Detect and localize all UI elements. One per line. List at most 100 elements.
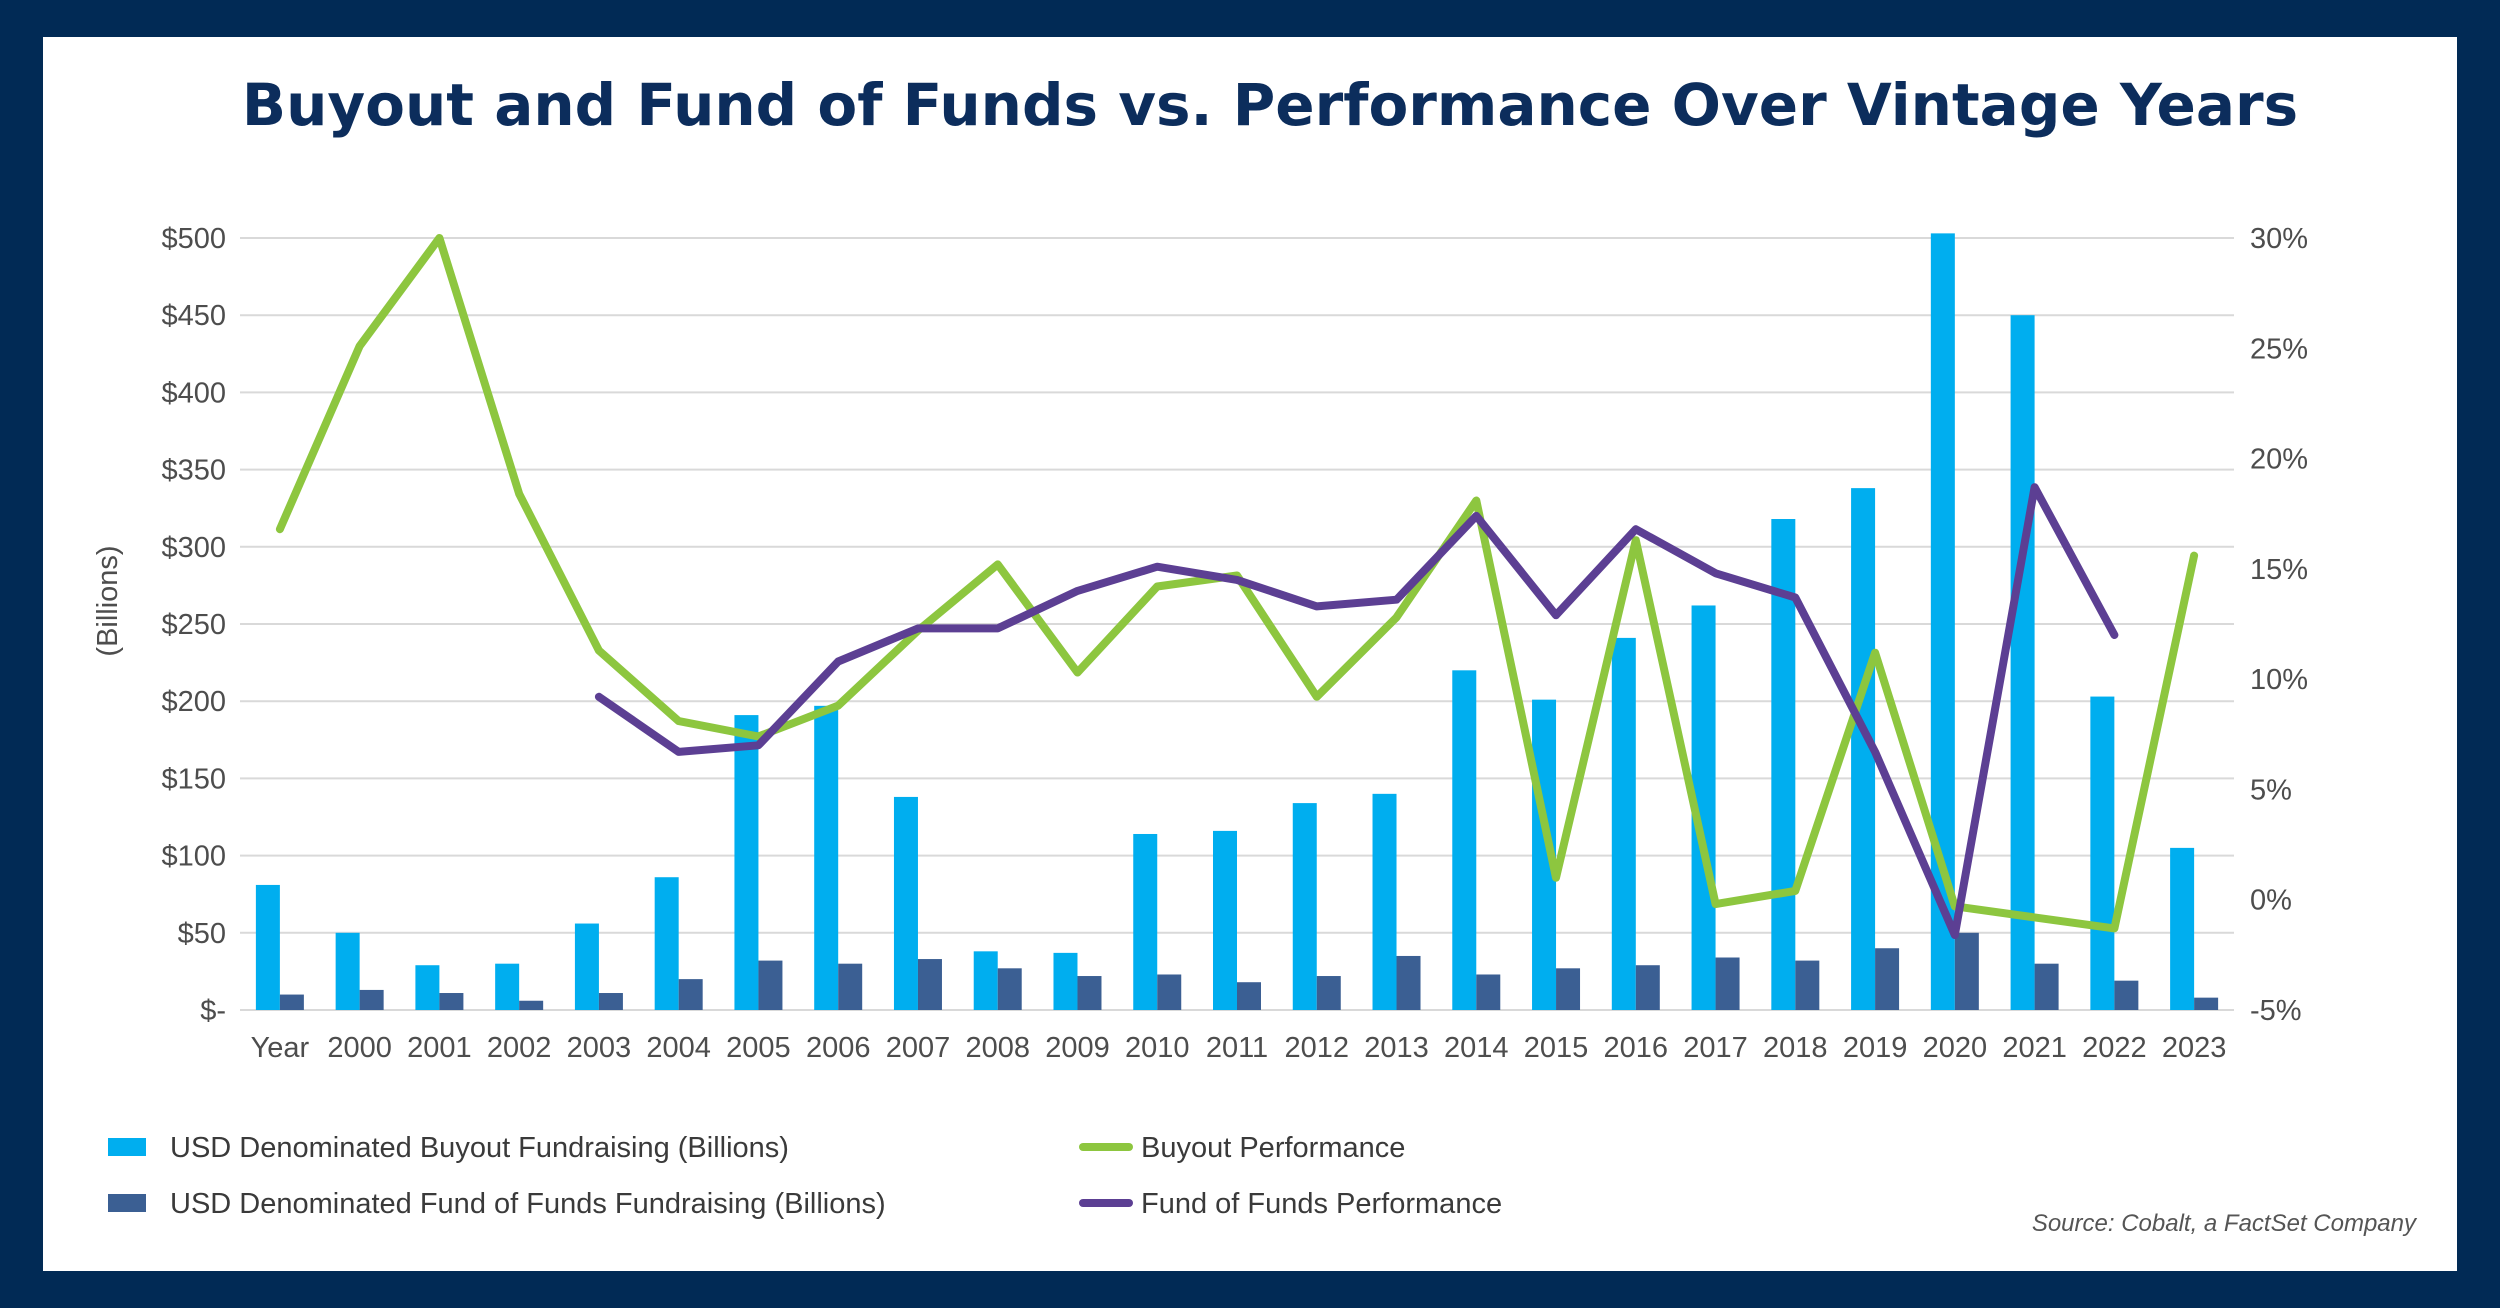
buyout-fundraising-bar — [814, 705, 839, 1010]
x-tick-label: 2003 — [567, 1032, 632, 1064]
fof-fundraising-bar — [1715, 957, 1740, 1010]
y-axis-label: (Billions) — [92, 545, 124, 656]
buyout-fundraising-bar — [2090, 696, 2115, 1010]
y-tick-label: $350 — [161, 455, 226, 487]
y-tick-label: $300 — [161, 532, 226, 564]
y2-tick-label: 0% — [2250, 885, 2292, 917]
x-tick-label: 2011 — [1206, 1032, 1268, 1064]
buyout-fundraising-bar — [734, 715, 759, 1010]
x-tick-label: 2014 — [1444, 1032, 1509, 1064]
fof-fundraising-bar — [598, 993, 623, 1010]
fof-fundraising-bar — [1954, 932, 1979, 1010]
y2-tick-label: 10% — [2250, 664, 2308, 696]
fof-performance-line — [594, 483, 2119, 939]
gridlines — [240, 237, 2234, 1011]
y2-tick-label: 20% — [2250, 444, 2308, 476]
x-tick-label: 2000 — [327, 1032, 392, 1064]
fof-fundraising-bar — [997, 968, 1022, 1010]
y-tick-label: $200 — [161, 686, 226, 718]
x-tick-label: 2005 — [726, 1032, 791, 1064]
buyout-fundraising-bar — [893, 796, 918, 1010]
fof-fundraising-bar — [2114, 980, 2139, 1010]
buyout-fundraising-bar — [2170, 847, 2195, 1010]
fof-fundraising-bar — [838, 963, 863, 1010]
axes: $- $50 $100 $150 $200 $250 $300 $350 $400 $450 $50… — [161, 223, 2308, 1064]
chart-title: Buyout and Fund of Funds vs. Performance… — [242, 71, 2298, 139]
y-tick-label: $400 — [161, 377, 226, 409]
x-tick-label: 2002 — [487, 1032, 552, 1064]
x-tick-label: Year — [251, 1032, 310, 1064]
buyout-fundraising-bar — [654, 877, 679, 1010]
legend-label: Fund of Funds Performance — [1141, 1188, 1502, 1220]
fof-fundraising-bar — [1635, 965, 1660, 1010]
buyout-fundraising-bar — [1213, 830, 1237, 1010]
combo-chart: Buyout and Fund of Funds vs. Performance… — [92, 71, 2418, 1237]
fof-fundraising-bar — [1476, 974, 1501, 1010]
x-tick-label: 2007 — [886, 1032, 951, 1064]
buyout-fundraising-bar — [1611, 637, 1636, 1010]
x-tick-label: 2020 — [1923, 1032, 1988, 1064]
bars — [255, 233, 2219, 1011]
y-tick-label: $150 — [161, 763, 226, 795]
legend-label: USD Denominated Buyout Fundraising (Bill… — [170, 1132, 789, 1164]
fof-fundraising-bar — [917, 959, 942, 1010]
buyout-fundraising-bar — [255, 884, 280, 1010]
x-tick-label: 2022 — [2082, 1032, 2147, 1064]
fof-fundraising-bar — [359, 989, 384, 1010]
y2-tick-label: 5% — [2250, 774, 2292, 806]
fof-fundraising-bar — [1396, 955, 1421, 1010]
buyout-fundraising-bar — [495, 963, 520, 1010]
buyout-fundraising-bar — [1372, 793, 1397, 1010]
fof-fundraising-bar — [1556, 968, 1581, 1010]
fof-fundraising-bar — [1237, 982, 1261, 1010]
legend-swatch — [108, 1194, 146, 1212]
fof-fundraising-bar — [519, 1000, 544, 1010]
fof-fundraising-bar — [678, 979, 703, 1010]
x-tick-label: 2012 — [1285, 1032, 1350, 1064]
chart-card: Buyout and Fund of Funds vs. Performance… — [43, 37, 2457, 1271]
y2-tick-label: -5% — [2250, 995, 2302, 1027]
fof-fundraising-bar — [279, 994, 304, 1010]
performance-lines — [275, 234, 2199, 939]
y-tick-label: $450 — [161, 300, 226, 332]
x-tick-label: 2018 — [1763, 1032, 1828, 1064]
buyout-fundraising-bar — [1133, 833, 1158, 1010]
x-tick-label: 2023 — [2162, 1032, 2227, 1064]
buyout-fundraising-bar — [2010, 315, 2035, 1010]
fof-fundraising-bar — [2194, 997, 2219, 1010]
legend-label: Buyout Performance — [1141, 1132, 1405, 1164]
buyout-fundraising-bar — [335, 932, 360, 1010]
buyout-fundraising-bar — [1053, 952, 1078, 1010]
buyout-fundraising-bar — [415, 965, 440, 1010]
buyout-fundraising-bar — [973, 951, 998, 1010]
y2-tick-label: 30% — [2250, 223, 2308, 255]
legend: USD Denominated Buyout Fundraising (Bill… — [108, 1132, 1502, 1220]
x-tick-label: 2019 — [1843, 1032, 1908, 1064]
y2-tick-label: 15% — [2250, 554, 2308, 586]
x-tick-label: 2009 — [1045, 1032, 1110, 1064]
x-tick-label: 2021 — [2002, 1032, 2067, 1064]
x-tick-label: 2001 — [407, 1032, 472, 1064]
x-tick-label: 2006 — [806, 1032, 871, 1064]
fof-fundraising-bar — [1795, 960, 1820, 1010]
y-tick-label: $- — [200, 995, 226, 1027]
y-tick-label: $500 — [161, 223, 226, 255]
buyout-fundraising-bar — [1452, 670, 1477, 1010]
legend-swatch — [108, 1138, 146, 1156]
x-tick-label: 2013 — [1364, 1032, 1429, 1064]
fof-fundraising-bar — [758, 960, 783, 1010]
x-tick-label: 2016 — [1604, 1032, 1669, 1064]
x-tick-label: 2004 — [646, 1032, 711, 1064]
x-tick-label: 2008 — [965, 1032, 1030, 1064]
x-tick-label: 2010 — [1125, 1032, 1190, 1064]
x-tick-label: 2015 — [1524, 1032, 1589, 1064]
x-tick-label: 2017 — [1683, 1032, 1748, 1064]
y2-tick-label: 25% — [2250, 333, 2308, 365]
fof-fundraising-bar — [1875, 948, 1900, 1010]
fof-fundraising-bar — [439, 993, 464, 1010]
fof-fundraising-bar — [1316, 976, 1341, 1010]
fof-fundraising-bar — [1077, 976, 1102, 1010]
buyout-fundraising-bar — [574, 923, 599, 1010]
y-tick-label: $250 — [161, 609, 226, 641]
buyout-fundraising-bar — [1771, 519, 1796, 1010]
